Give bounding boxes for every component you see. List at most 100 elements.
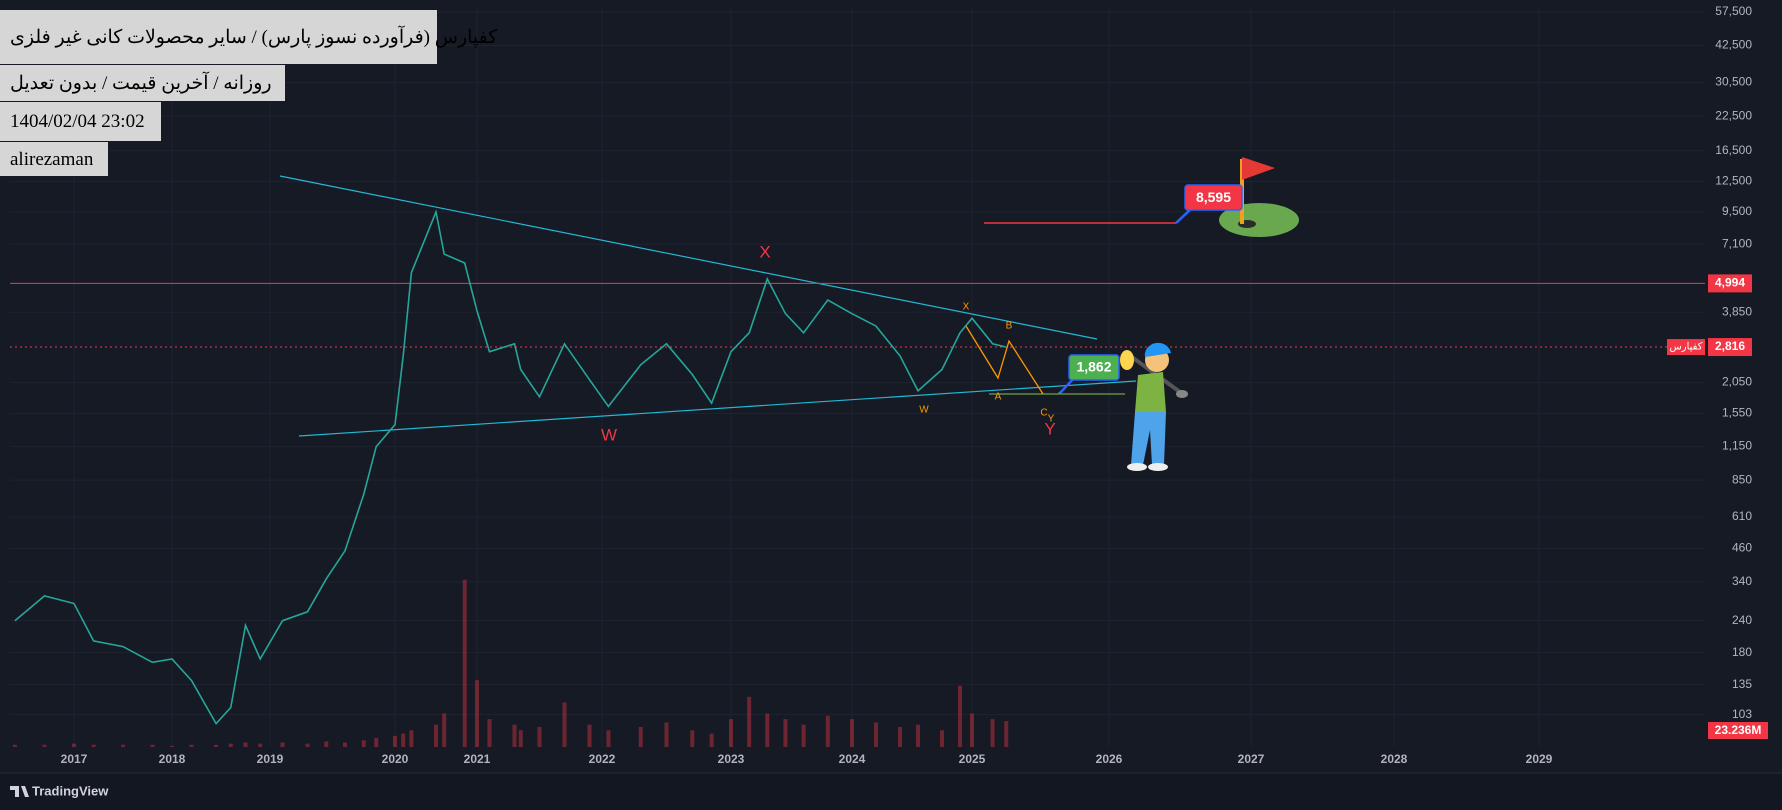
- target-label: 1,862: [1076, 359, 1111, 375]
- volume-bar: [825, 715, 830, 747]
- volume-bar: [170, 745, 174, 747]
- price-label: 4,994: [1715, 276, 1745, 290]
- symbol-tag: کفپارس: [1670, 342, 1703, 353]
- volume-pane: [12, 579, 1009, 747]
- volume-bar: [42, 744, 47, 747]
- y-tick-label: 2,050: [1722, 375, 1752, 389]
- y-tick-label: 135: [1732, 677, 1752, 691]
- volume-bar: [747, 696, 752, 747]
- x-tick-label: 2017: [61, 752, 88, 766]
- price-label-box: [1708, 274, 1752, 293]
- y-tick-label: 42,500: [1715, 38, 1752, 52]
- volume-bar: [374, 738, 379, 747]
- y-tick-label: 1,150: [1722, 439, 1752, 453]
- volume-label: 23.236M: [1715, 723, 1762, 737]
- y-tick-label: 460: [1732, 541, 1752, 555]
- wave-label: Y: [1044, 419, 1055, 438]
- volume-bar: [434, 724, 438, 747]
- y-tick-label: 610: [1732, 509, 1752, 523]
- wave-label: A: [995, 392, 1002, 403]
- x-tick-label: 2028: [1381, 752, 1408, 766]
- header-author: alirezaman: [0, 142, 108, 176]
- watermark-logo: [10, 786, 29, 797]
- y-tick-label: 1,550: [1722, 406, 1752, 420]
- volume-bar: [324, 741, 329, 747]
- volume-bar: [638, 726, 643, 747]
- volume-bar: [690, 730, 695, 747]
- price-label-box: [1708, 338, 1752, 357]
- x-tick-label: 2020: [382, 752, 409, 766]
- header-title: کفپارس (فرآورده نسوز پارس) / سایر محصولا…: [0, 10, 497, 64]
- wave-label: W: [919, 405, 929, 416]
- x-tick-label: 2022: [589, 752, 616, 766]
- volume-bar: [537, 726, 542, 747]
- wave-label: C: [1040, 408, 1047, 419]
- trend-line-upper: [279, 175, 1098, 340]
- volume-bar: [243, 742, 248, 747]
- symbol-tag-box: [1667, 339, 1705, 356]
- volume-bar: [606, 730, 611, 747]
- volume-bar: [487, 719, 492, 747]
- y-tick-label: 180: [1732, 645, 1752, 659]
- volume-bar: [393, 735, 397, 747]
- volume-bar: [361, 740, 366, 747]
- chart-background: [0, 0, 1782, 773]
- watermark: TradingView: [32, 783, 109, 798]
- volume-bar: [958, 685, 962, 747]
- volume-bar: [970, 713, 974, 747]
- volume-bar: [121, 744, 125, 747]
- y-tick-label: 850: [1732, 472, 1752, 486]
- wave-path: [965, 325, 1044, 395]
- price-label: 2,816: [1715, 339, 1745, 353]
- x-tick-label: 2019: [257, 752, 284, 766]
- volume-bar: [401, 733, 406, 747]
- flag-icon: [1219, 157, 1299, 237]
- volume-bar: [258, 743, 263, 747]
- volume-bar: [874, 722, 878, 747]
- volume-bar: [1004, 721, 1009, 747]
- y-tick-label: 240: [1732, 613, 1752, 627]
- volume-bar: [72, 743, 76, 747]
- wave-label: X: [759, 242, 770, 261]
- volume-bar: [91, 744, 96, 747]
- volume-bar: [801, 724, 806, 747]
- target-box: [1184, 184, 1243, 211]
- volume-label-box: [1708, 722, 1768, 739]
- volume-bar: [189, 744, 194, 747]
- wave-label: B: [1006, 321, 1013, 332]
- volume-bar: [898, 726, 902, 747]
- target-label: 8,595: [1196, 189, 1231, 205]
- volume-bar: [940, 730, 944, 747]
- y-tick-label: 16,500: [1715, 143, 1752, 157]
- x-tick-label: 2025: [959, 752, 986, 766]
- volume-bar: [783, 719, 788, 747]
- volume-bar: [512, 724, 517, 747]
- y-tick-label: 103: [1732, 707, 1752, 721]
- y-tick-label: 12,500: [1715, 174, 1752, 188]
- volume-bar: [850, 719, 854, 747]
- x-tick-label: 2023: [718, 752, 745, 766]
- volume-bar: [150, 744, 155, 747]
- x-tick-label: 2024: [839, 752, 866, 766]
- x-tick-label: 2021: [464, 752, 491, 766]
- golfer-icon: [1120, 342, 1188, 471]
- volume-bar: [664, 722, 669, 747]
- volume-bar: [729, 719, 733, 747]
- volume-bar: [228, 743, 233, 747]
- x-tick-label: 2018: [159, 752, 186, 766]
- x-tick-label: 2029: [1526, 752, 1553, 766]
- y-tick-label: 57,500: [1715, 4, 1752, 18]
- volume-bar: [343, 742, 347, 747]
- volume-bar: [409, 730, 414, 747]
- wave-label: W: [601, 425, 617, 444]
- wave-label: X: [963, 302, 970, 313]
- price-line-series: [14, 209, 1007, 726]
- volume-bar: [442, 713, 447, 747]
- volume-bar: [562, 702, 567, 747]
- x-tick-label: 2026: [1096, 752, 1123, 766]
- y-tick-label: 7,100: [1722, 236, 1752, 250]
- volume-bar: [462, 579, 467, 747]
- volume-bar: [475, 680, 479, 747]
- volume-bar: [765, 713, 770, 747]
